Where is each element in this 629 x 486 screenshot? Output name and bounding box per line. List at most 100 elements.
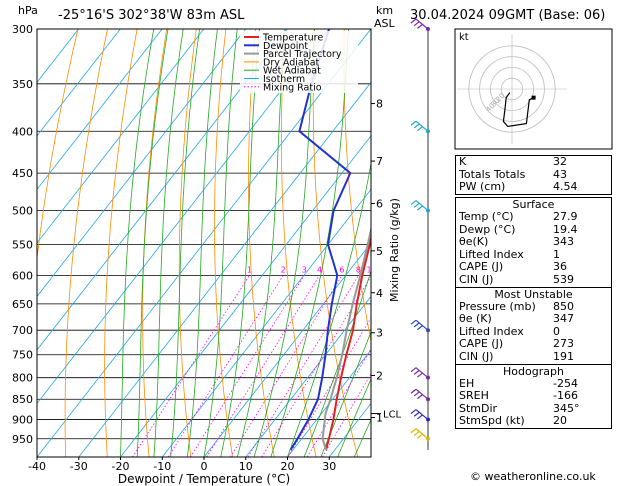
- pressure-tick-label: 950: [12, 433, 33, 446]
- legend-entry: Dewpoint: [263, 41, 308, 52]
- most-unstable-value: 347: [553, 312, 574, 326]
- hodograph-stat-value: -166: [553, 389, 578, 403]
- wind-barb-flag: [410, 319, 417, 325]
- hodograph-stat-row: StmDir 345°: [456, 401, 611, 416]
- profile-parcel-trajectory: [321, 225, 371, 451]
- wet-adiabat-line: [203, 29, 238, 457]
- index-value: 43: [553, 167, 567, 181]
- hodograph-stat-row: EH -254: [456, 376, 611, 391]
- pressure-tick-label: 300: [12, 23, 33, 36]
- isotherm-line: [245, 295, 371, 457]
- isotherm-line: [37, 29, 163, 191]
- surface-label: Temp (°C): [459, 210, 514, 223]
- wet-adiabat-line: [186, 29, 218, 457]
- pressure-tick-label: 400: [12, 125, 33, 138]
- most-unstable-row: Pressure (mb) 850: [456, 299, 611, 314]
- mixing-ratio-label: 25: [424, 265, 434, 274]
- km-tick-label: 2: [376, 369, 383, 382]
- km-tick-label: 7: [376, 155, 383, 168]
- wet-adiabat-line: [253, 29, 315, 457]
- wet-adiabat-line: [320, 330, 371, 457]
- wet-adiabat-line: [303, 269, 371, 457]
- wet-adiabat-line: [136, 29, 169, 457]
- wind-barb-flag: [413, 411, 420, 417]
- dry-adiabat-line: [37, 29, 79, 262]
- surface-label: Lifted Index: [459, 247, 524, 261]
- pressure-tick-label: 350: [12, 78, 33, 91]
- km-tick-label: 6: [376, 197, 383, 210]
- isotherm-line: [37, 29, 205, 244]
- x-tick-label: -40: [28, 460, 46, 473]
- isotherm-line: [287, 349, 371, 457]
- mixing-ratio-line: [247, 275, 359, 457]
- most-unstable-label: CAPE (J): [459, 337, 504, 351]
- x-axis-title: Dewpoint / Temperature (°C): [118, 472, 290, 486]
- isotherm-line: [37, 29, 371, 457]
- most-unstable-row: CIN (J) 191: [456, 349, 611, 364]
- asl-unit-label: ASL: [374, 17, 395, 30]
- most-unstable-row: CAPE (J) 273: [456, 338, 611, 351]
- mixing-ratio-label: 1: [247, 265, 252, 274]
- x-tick-label: -10: [153, 460, 171, 473]
- mixing-ratio-line: [167, 275, 284, 457]
- mixing-ratio-label: 10: [367, 265, 377, 274]
- km-unit-label: km: [376, 4, 394, 17]
- hodograph-stat-value: 345°: [553, 401, 580, 415]
- pressure-tick-label: 550: [12, 238, 33, 251]
- credit-label: © weatheronline.co.uk: [470, 470, 596, 483]
- mixing-ratio-label: 2: [281, 265, 286, 274]
- dry-adiabat-line: [374, 29, 442, 457]
- legend-entry: Temperature: [262, 33, 323, 44]
- surface-value: 539: [553, 272, 574, 286]
- km-tick-label: 8: [376, 98, 383, 111]
- surface-value: 27.9: [553, 210, 578, 223]
- pressure-tick-label: 900: [12, 414, 33, 427]
- index-label: Totals Totals: [459, 167, 526, 181]
- legend-entry: Wet Adiabat: [263, 66, 321, 77]
- wind-barb-flag: [413, 369, 420, 375]
- most-unstable-row: θe (K) 347: [456, 313, 611, 326]
- most-unstable-label: CIN (J): [459, 349, 494, 363]
- pressure-tick-label: 650: [12, 298, 33, 311]
- mixing-ratio-axis-title: Mixing Ratio (g/kg): [388, 198, 401, 302]
- hodograph-stat-label: EH: [459, 376, 475, 390]
- mixing-ratio-line: [230, 275, 343, 457]
- wet-adiabat-line: [170, 29, 200, 457]
- mixing-ratio-line: [261, 275, 371, 457]
- surface-row: Dewp (°C) 19.4: [456, 223, 611, 237]
- mixing-ratio-label: 20: [409, 265, 419, 274]
- wind-barb-flag: [410, 120, 417, 126]
- hodograph-stat-value: 20: [553, 414, 567, 428]
- wind-barb-flag: [417, 205, 423, 211]
- wet-adiabat-line: [337, 377, 371, 457]
- km-tick-label: 1: [376, 412, 383, 425]
- index-row: K 32: [456, 155, 611, 169]
- hodograph-table-title: Hodograph: [503, 364, 564, 378]
- indices-table: K 32 Totals Totals 43 PW (cm) 4.54: [455, 155, 612, 195]
- hodograph-stat-label: StmDir: [459, 401, 498, 415]
- wet-adiabat-line: [153, 29, 184, 457]
- surface-value: 343: [553, 235, 574, 249]
- isotherm-line: [37, 29, 288, 351]
- most-unstable-value: 850: [553, 299, 574, 313]
- km-tick-label: 5: [376, 245, 383, 258]
- surface-value: 1: [553, 247, 560, 261]
- datetime-label: 30.04.2024 09GMT (Base: 06): [410, 8, 606, 23]
- km-tick-label: 3: [376, 327, 383, 340]
- dry-adiabat-line: [142, 29, 168, 457]
- most-unstable-label: θe (K): [459, 312, 492, 326]
- legend-entry: Isotherm: [263, 74, 305, 85]
- most-unstable-title: Most Unstable: [494, 287, 573, 301]
- mixing-ratio-line: [306, 348, 371, 457]
- most-unstable-label: Lifted Index: [459, 324, 524, 338]
- wet-adiabat-line: [270, 29, 349, 457]
- most-unstable-value: 191: [553, 349, 574, 363]
- pressure-tick-label: 450: [12, 167, 33, 180]
- hodograph-stat-row: StmSpd (kt) 20: [456, 415, 611, 428]
- x-tick-label: -20: [112, 460, 130, 473]
- pressure-tick-label: 600: [12, 269, 33, 282]
- mixing-ratio-label: 8: [356, 265, 361, 274]
- index-label: PW (cm): [459, 180, 506, 194]
- surface-value: 36: [553, 260, 567, 274]
